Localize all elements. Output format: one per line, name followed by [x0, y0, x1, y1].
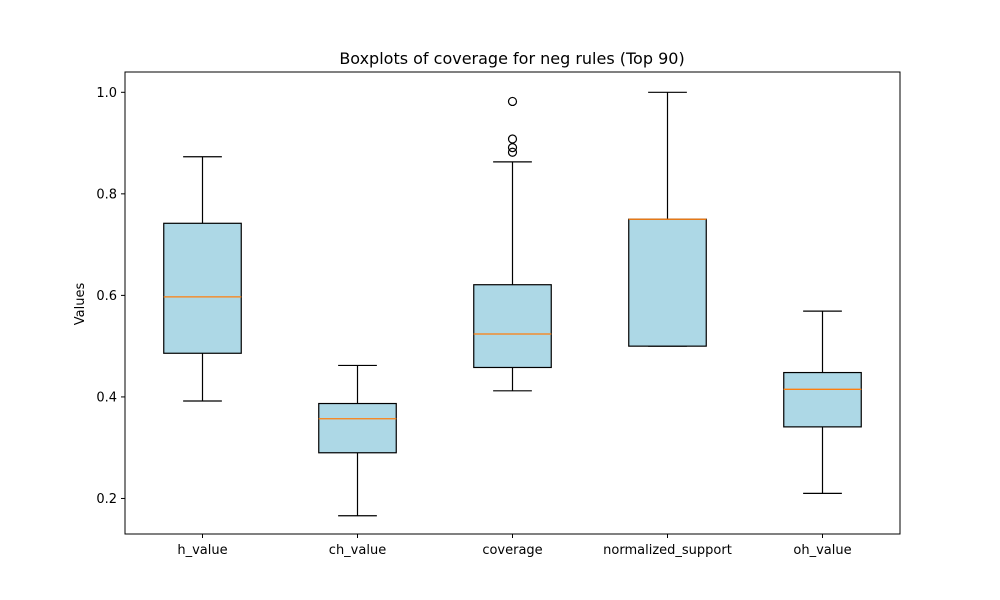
iqr-box — [783, 371, 862, 428]
outlier-point — [507, 134, 518, 144]
y-tick-label: 0.2 — [96, 492, 117, 507]
y-tick-label: 0.6 — [96, 289, 117, 304]
outlier-point — [507, 143, 518, 153]
x-tick-label: oh_value — [793, 543, 851, 558]
x-tick-label: coverage — [482, 543, 542, 558]
x-tick-label: ch_value — [329, 543, 386, 558]
box-oh_value — [783, 310, 862, 494]
y-axis: 0.2 0.4 0.6 0.8 1.0 — [96, 86, 125, 507]
box-normalized_support — [628, 91, 707, 347]
y-tick-label: 0.8 — [96, 187, 117, 202]
iqr-box — [163, 222, 242, 354]
iqr-box — [628, 218, 707, 347]
box-h_value — [163, 156, 242, 402]
outlier-point — [507, 96, 518, 107]
y-tick-label: 1.0 — [96, 86, 117, 101]
outlier-point — [507, 147, 518, 157]
x-tick-label: h_value — [177, 543, 227, 558]
plot-frame — [124, 71, 901, 535]
x-tick-label: normalized_support — [603, 543, 732, 558]
y-axis-label: Values — [73, 283, 88, 326]
box-coverage — [473, 96, 552, 392]
x-axis: h_value ch_value coverage normalized_suppor… — [177, 534, 852, 558]
boxes-layer — [163, 91, 862, 517]
y-tick-label: 0.4 — [96, 390, 117, 405]
iqr-box — [318, 402, 397, 454]
iqr-box — [473, 284, 552, 369]
box-ch_value — [318, 364, 397, 517]
chart-title: Boxplots of coverage for neg rules (Top … — [339, 49, 684, 68]
